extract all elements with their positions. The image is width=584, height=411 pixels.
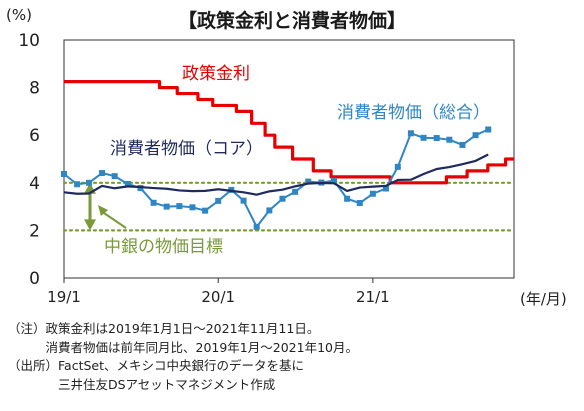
y-axis-ticks: 0 2 4 6 8 10 [18, 31, 40, 289]
y-axis-label: (%) [6, 6, 32, 24]
data-point [331, 177, 337, 184]
data-point [85, 179, 92, 186]
data-point [394, 163, 401, 170]
note-source: （出所）FactSet、メキシコ中央銀行のデータを基に [8, 358, 305, 373]
note-cpi: 消費者物価は前年同月比、2019年1月～2021年10月。 [8, 339, 358, 355]
series-layer [61, 80, 514, 230]
note-policy-rate: （注）政策金利は2019年1月1日～2021年11月11日。 [8, 321, 320, 336]
data-point [369, 190, 376, 197]
y-tick-label: 8 [29, 79, 40, 99]
data-point [356, 200, 363, 207]
target-band-label: 中銀の物価目標 [104, 237, 223, 257]
data-point [485, 126, 492, 133]
y-tick-label: 4 [29, 174, 40, 194]
data-point [472, 132, 479, 139]
data-point [433, 135, 440, 142]
data-point [253, 223, 260, 230]
data-point [420, 134, 427, 141]
notes: （注）政策金利は2019年1月1日～2021年11月11日。 消費者物価は前年同… [8, 320, 358, 394]
target-band: 中銀の物価目標 [62, 181, 516, 257]
target-band-pointer [100, 210, 127, 229]
series-label: 消費者物価（総合） [337, 103, 490, 123]
data-point [407, 130, 414, 137]
target-band-arrowhead-down [84, 219, 96, 231]
note-author: 三井住友DSアセットマネジメント作成 [8, 376, 276, 392]
series-line-2 [63, 153, 489, 196]
data-point [111, 173, 118, 180]
data-point [99, 170, 106, 177]
series-label: 政策金利 [182, 64, 250, 84]
data-point [292, 188, 299, 195]
data-point [305, 178, 312, 185]
y-tick-label: 10 [18, 31, 40, 51]
data-point [459, 141, 466, 148]
data-point [382, 185, 389, 192]
data-point [124, 180, 131, 187]
data-point [163, 203, 170, 210]
data-point [215, 197, 222, 204]
x-tick-label: 20/1 [201, 288, 235, 306]
chart: 【政策金利と消費者物価】 (%) 0 2 4 6 8 10 19/1 20/1 21/1 中銀… [6, 6, 567, 308]
data-point [150, 199, 157, 206]
data-point [74, 181, 81, 188]
y-tick-label: 0 [29, 269, 40, 289]
y-tick-label: 2 [29, 221, 40, 241]
x-axis-label: (年/月) [520, 290, 567, 308]
data-point [344, 195, 351, 202]
data-point [176, 203, 183, 210]
x-axis-ticks: 19/1 20/1 21/1 [47, 278, 390, 306]
data-point [202, 207, 209, 214]
data-point [240, 197, 247, 204]
data-point [266, 207, 273, 214]
target-band-pointer-head [98, 205, 108, 216]
x-tick-label: 21/1 [356, 288, 390, 306]
x-tick-label: 19/1 [47, 288, 81, 306]
data-point [446, 136, 453, 143]
series-line-0 [64, 80, 514, 185]
series-label: 消費者物価（コア） [110, 139, 263, 159]
data-point [189, 204, 196, 211]
data-point [279, 195, 286, 202]
data-point [61, 170, 67, 177]
y-tick-label: 6 [29, 126, 40, 146]
chart-title: 【政策金利と消費者物価】 [178, 9, 406, 32]
